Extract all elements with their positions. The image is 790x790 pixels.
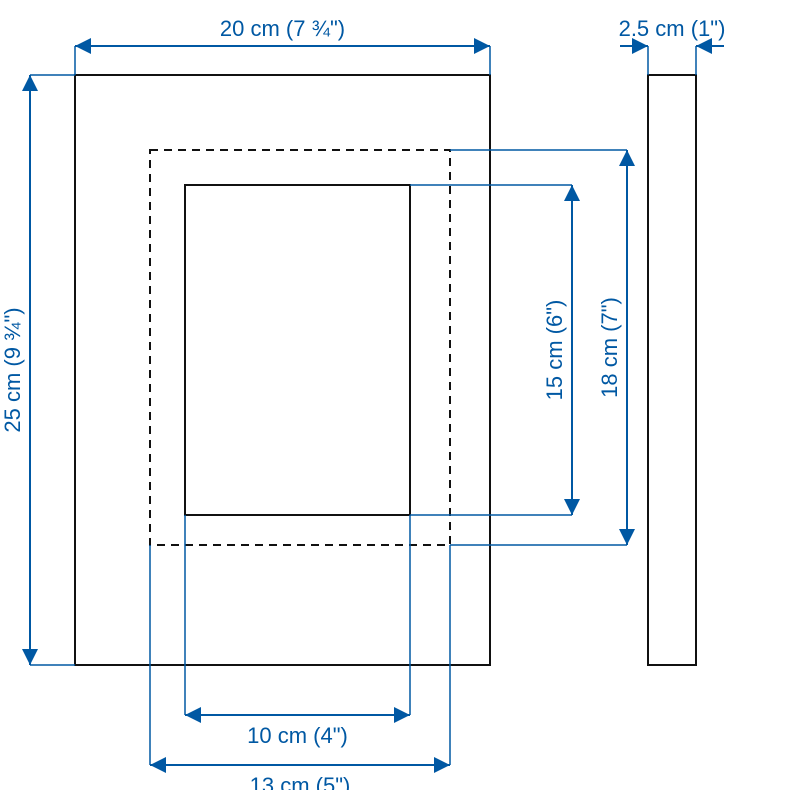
dim-left-outer: 25 cm (9 ¾") <box>0 307 25 432</box>
dashed-frame <box>150 150 450 545</box>
dim-top-outer: 20 cm (7 ¾") <box>220 16 345 41</box>
dimensions-group: 20 cm (7 ¾") 2.5 cm (1") 25 cm (9 ¾") 10 cm… <box>0 16 725 790</box>
dim-top-side: 2.5 cm (1") <box>619 16 726 41</box>
inner-frame <box>185 185 410 515</box>
side-profile <box>648 75 696 665</box>
dim-right-dash: 18 cm (7") <box>597 297 622 398</box>
dim-bottom-inner: 10 cm (4") <box>247 723 348 748</box>
dimension-diagram: 20 cm (7 ¾") 2.5 cm (1") 25 cm (9 ¾") 10 cm… <box>0 0 790 790</box>
dim-right-inner: 15 cm (6") <box>542 300 567 401</box>
outer-frame <box>75 75 490 665</box>
dim-bottom-dash: 13 cm (5") <box>250 773 351 790</box>
